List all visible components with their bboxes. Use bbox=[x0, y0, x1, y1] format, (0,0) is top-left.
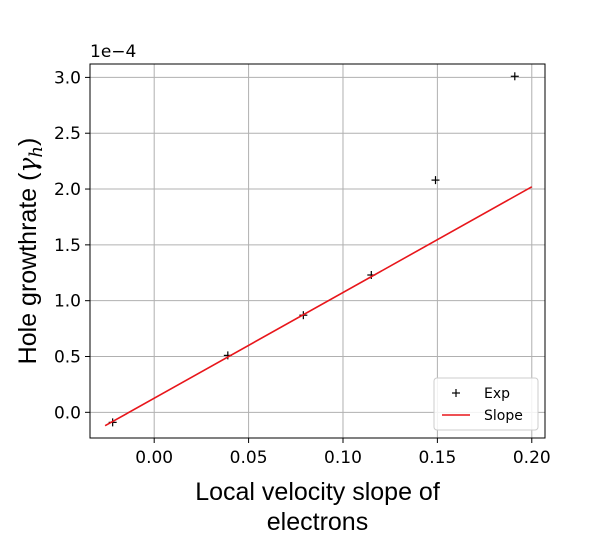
x-tick-label: 0.00 bbox=[135, 448, 173, 468]
y-axis-label-subscript: h bbox=[26, 146, 47, 158]
data-point-exp bbox=[431, 176, 440, 185]
y-tick-label: 1.0 bbox=[54, 292, 81, 312]
y-tick-label: 0.0 bbox=[54, 403, 81, 423]
legend-label-slope: Slope bbox=[484, 408, 523, 424]
y-tick-label: 2.5 bbox=[54, 124, 81, 144]
plot-frame bbox=[89, 63, 546, 439]
legend-box bbox=[433, 377, 539, 431]
y-axis-label-symbol: γ bbox=[13, 158, 42, 173]
x-tick-label: 0.10 bbox=[324, 448, 362, 468]
y-axis-label-close: ) bbox=[14, 138, 42, 146]
legend-label-exp: Exp bbox=[484, 386, 510, 402]
x-axis-label-line-1: Local velocity slope of bbox=[195, 478, 440, 506]
y-tick-label: 2.0 bbox=[54, 180, 81, 200]
y-tick-label: 3.0 bbox=[54, 68, 81, 88]
x-tick-label: 0.15 bbox=[418, 448, 456, 468]
y-offset-text: 1e−4 bbox=[90, 42, 136, 62]
y-tick-label: 0.5 bbox=[54, 348, 81, 368]
series-line-slope bbox=[104, 186, 533, 427]
x-tick-label: 0.05 bbox=[230, 448, 268, 468]
legend: Exp Slope bbox=[433, 377, 539, 431]
x-tick-label: 0.20 bbox=[513, 448, 551, 468]
legend-marker-exp bbox=[452, 389, 460, 397]
y-axis-label: Hole growthrate (γh) bbox=[13, 138, 47, 365]
x-axis-label-line-2: electrons bbox=[267, 508, 368, 536]
ticks: 0.00 0.05 0.10 0.15 0.20 0.0 0.5 1.0 1.5 2.0 2.5 3.… bbox=[54, 68, 551, 468]
series-layer bbox=[104, 72, 533, 427]
grid bbox=[90, 64, 545, 438]
y-tick-label: 1.5 bbox=[54, 236, 81, 256]
data-point-exp bbox=[510, 72, 519, 81]
y-axis-label-text: Hole growthrate ( bbox=[14, 172, 42, 364]
